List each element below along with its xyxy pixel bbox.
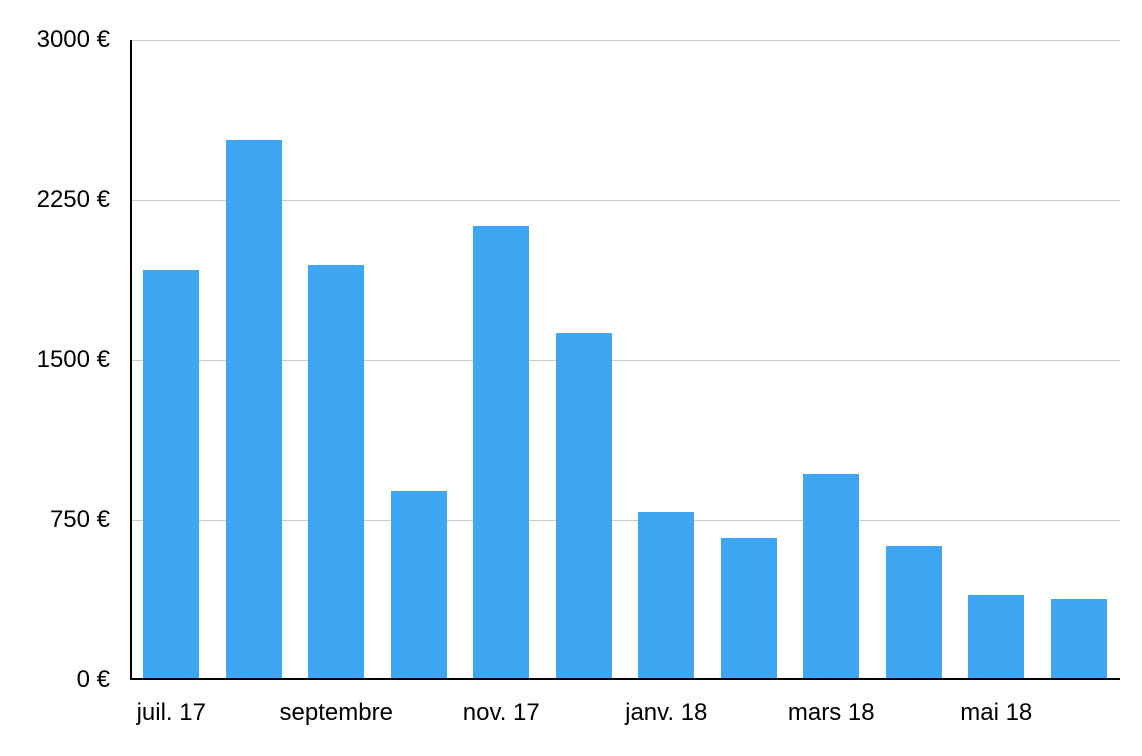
bar <box>226 140 282 678</box>
y-axis-labels: 0 € 750 € 1500 € 2250 € 3000 € <box>0 0 120 756</box>
y-axis-tick-label: 0 € <box>77 666 110 694</box>
y-axis-line <box>130 40 132 680</box>
x-axis-line <box>130 678 1120 680</box>
y-axis-tick-label: 3000 € <box>37 26 110 54</box>
x-axis-tick-label: nov. 17 <box>463 699 540 727</box>
bar <box>391 491 447 678</box>
bar <box>886 546 942 678</box>
bar <box>968 595 1024 678</box>
y-axis-tick-label: 1500 € <box>37 346 110 374</box>
bar <box>473 226 529 678</box>
bar <box>803 474 859 678</box>
bar-chart: 0 € 750 € 1500 € 2250 € 3000 € juil. 17 septe… <box>0 0 1142 756</box>
x-axis-labels: juil. 17 septembre nov. 17 janv. 18 mars 18 m… <box>130 685 1120 735</box>
bars-container <box>130 40 1120 678</box>
bar <box>721 538 777 678</box>
plot-area <box>130 40 1120 680</box>
bar <box>308 265 364 678</box>
bar <box>143 270 199 678</box>
y-axis-tick-label: 750 € <box>50 506 110 534</box>
y-axis-tick-label: 2250 € <box>37 186 110 214</box>
x-axis-tick-label: septembre <box>280 699 393 727</box>
bar <box>1051 599 1107 678</box>
x-axis-tick-label: janv. 18 <box>625 699 707 727</box>
x-axis-tick-label: mai 18 <box>960 699 1032 727</box>
bar <box>638 512 694 678</box>
x-axis-tick-label: mars 18 <box>788 699 875 727</box>
bar <box>556 333 612 678</box>
x-axis-tick-label: juil. 17 <box>137 699 206 727</box>
